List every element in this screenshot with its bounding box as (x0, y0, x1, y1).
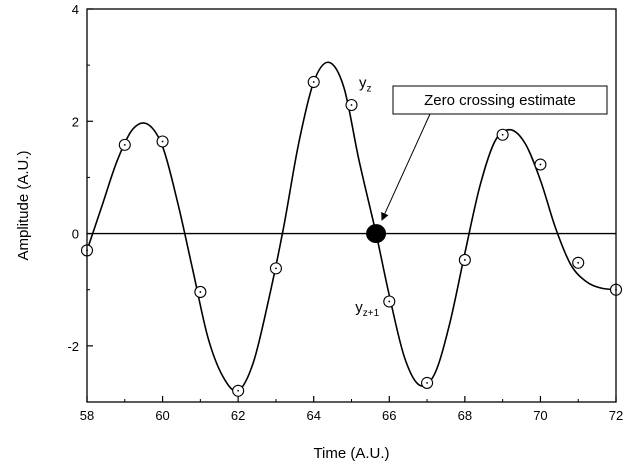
label-y-z-plus-1: yz+1 (355, 299, 379, 319)
x-axis-label: Time (A.U.) (313, 445, 389, 462)
callout-text: Zero crossing estimate (424, 92, 576, 109)
plot-frame (86, 8, 617, 403)
x-tick-label: 70 (533, 408, 547, 423)
x-tick-label: 66 (382, 408, 396, 423)
sample-point-center (123, 143, 126, 146)
y-axis-label: Amplitude (A.U.) (15, 150, 32, 260)
sample-point-center (161, 140, 164, 143)
sample-point-center (237, 389, 240, 392)
x-tick-label: 62 (231, 408, 245, 423)
zero-crossing-marker (366, 224, 387, 244)
sample-point-center (275, 267, 277, 270)
callout-arrow (381, 113, 431, 221)
y-tick-label: 2 (72, 114, 79, 129)
sample-point-center (426, 382, 428, 384)
axes-layer: 58 60 62 64 66 68 70 72 -2 0 2 4 (67, 2, 623, 423)
x-tick-label: 64 (306, 408, 320, 423)
annotation-layer: yz yz+1 Zero crossing estimate (355, 75, 608, 319)
y-tick-label: 0 (72, 227, 79, 242)
x-tick-label: 68 (458, 408, 472, 423)
sample-point-center (350, 104, 353, 106)
sample-point-center (312, 81, 315, 83)
y-tick-label: -2 (67, 339, 79, 354)
signal-curve (86, 61, 617, 392)
curve-layer (86, 61, 617, 392)
sample-point-center (388, 300, 391, 303)
sample-markers-layer (80, 75, 623, 397)
y-tick-label: 4 (72, 2, 79, 17)
sample-point-center (501, 133, 504, 136)
x-tick-label: 58 (80, 408, 94, 423)
callout-box (392, 85, 608, 115)
label-y-z: yz (359, 75, 372, 95)
sample-point-center (199, 291, 202, 293)
sample-point-center (539, 163, 542, 166)
sample-point-center (577, 261, 580, 264)
sample-point-center (463, 259, 466, 261)
x-tick-label: 60 (155, 408, 169, 423)
x-tick-label: 72 (609, 408, 623, 423)
